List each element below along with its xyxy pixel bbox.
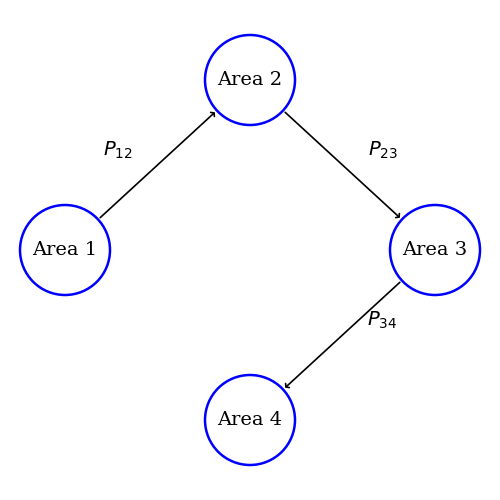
Circle shape (205, 35, 295, 125)
Text: $P_{23}$: $P_{23}$ (368, 140, 398, 160)
Text: Area 4: Area 4 (218, 411, 282, 429)
Text: $P_{34}$: $P_{34}$ (368, 310, 398, 330)
Circle shape (390, 205, 480, 295)
Text: $P_{12}$: $P_{12}$ (102, 140, 132, 160)
Text: Area 3: Area 3 (402, 241, 468, 259)
Text: Area 2: Area 2 (218, 71, 282, 89)
Circle shape (205, 375, 295, 465)
Circle shape (20, 205, 110, 295)
Text: Area 1: Area 1 (32, 241, 98, 259)
